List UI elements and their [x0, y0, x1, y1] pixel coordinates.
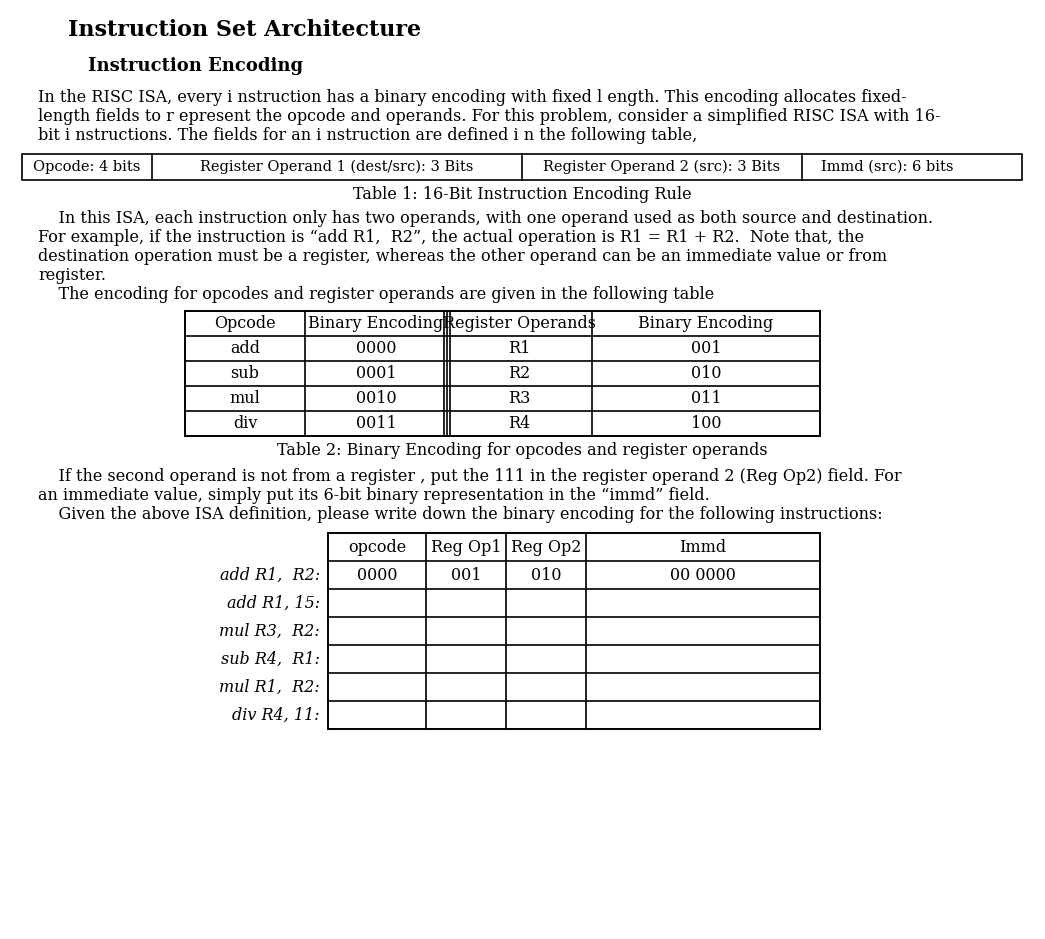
Text: Register Operand 1 (dest/src): 3 Bits: Register Operand 1 (dest/src): 3 Bits: [201, 160, 473, 175]
Text: In the RISC ISA, every i nstruction has a binary encoding with fixed l ength. Th: In the RISC ISA, every i nstruction has …: [38, 89, 907, 106]
Text: 0001: 0001: [355, 365, 396, 382]
Text: 010: 010: [531, 566, 561, 583]
Text: For example, if the instruction is “add R1,  R2”, the actual operation is R1 = R: For example, if the instruction is “add …: [38, 229, 864, 246]
Text: 010: 010: [691, 365, 721, 382]
Text: add: add: [230, 340, 260, 357]
Text: Immd: Immd: [679, 538, 726, 556]
Text: mul R1,  R2:: mul R1, R2:: [219, 679, 320, 696]
Text: R3: R3: [508, 390, 531, 407]
Bar: [185, 311, 820, 436]
Text: Table 1: 16-Bit Instruction Encoding Rule: Table 1: 16-Bit Instruction Encoding Rul…: [353, 186, 692, 203]
Text: Reg Op1: Reg Op1: [431, 538, 502, 556]
Text: Opcode: Opcode: [214, 315, 276, 332]
Text: 100: 100: [691, 415, 721, 432]
Text: The encoding for opcodes and register operands are given in the following table: The encoding for opcodes and register op…: [38, 286, 714, 303]
Text: R1: R1: [508, 340, 531, 357]
Text: div R4, 11:: div R4, 11:: [232, 706, 320, 724]
Text: R4: R4: [508, 415, 531, 432]
Text: R2: R2: [508, 365, 531, 382]
Text: Instruction Set Architecture: Instruction Set Architecture: [68, 19, 421, 41]
Text: Binary Encoding: Binary Encoding: [308, 315, 444, 332]
Text: destination operation must be a register, whereas the other operand can be an im: destination operation must be a register…: [38, 248, 887, 265]
Text: 0011: 0011: [355, 415, 396, 432]
Text: mul R3,  R2:: mul R3, R2:: [219, 623, 320, 639]
Text: Table 2: Binary Encoding for opcodes and register operands: Table 2: Binary Encoding for opcodes and…: [277, 442, 767, 459]
Text: Instruction Encoding: Instruction Encoding: [88, 57, 303, 75]
Text: In this ISA, each instruction only has two operands, with one operand used as bo: In this ISA, each instruction only has t…: [38, 210, 933, 227]
Text: register.: register.: [38, 267, 106, 284]
Text: div: div: [233, 415, 257, 432]
Text: 0000: 0000: [355, 340, 396, 357]
Text: 011: 011: [691, 390, 721, 407]
Text: sub: sub: [231, 365, 259, 382]
Text: If the second operand is not from a register , put the 111 in the register opera: If the second operand is not from a regi…: [38, 468, 902, 485]
Bar: [328, 533, 820, 729]
Text: Register Operands: Register Operands: [443, 315, 596, 332]
Text: mul: mul: [230, 390, 260, 407]
Text: 001: 001: [450, 566, 482, 583]
Text: 0010: 0010: [355, 390, 396, 407]
Text: length fields to r epresent the opcode and operands. For this problem, consider : length fields to r epresent the opcode a…: [38, 108, 940, 125]
Text: add R1, 15:: add R1, 15:: [227, 594, 320, 611]
Text: 00 0000: 00 0000: [670, 566, 736, 583]
Text: Reg Op2: Reg Op2: [511, 538, 581, 556]
Text: sub R4,  R1:: sub R4, R1:: [222, 651, 320, 668]
Text: 001: 001: [691, 340, 721, 357]
Text: Immd (src): 6 bits: Immd (src): 6 bits: [820, 160, 953, 174]
Bar: [22, 154, 1022, 180]
Text: Opcode: 4 bits: Opcode: 4 bits: [33, 160, 141, 174]
Text: Register Operand 2 (src): 3 Bits: Register Operand 2 (src): 3 Bits: [543, 160, 781, 175]
Text: Given the above ISA definition, please write down the binary encoding for the fo: Given the above ISA definition, please w…: [38, 506, 883, 523]
Text: Binary Encoding: Binary Encoding: [638, 315, 773, 332]
Text: bit i nstructions. The fields for an i nstruction are defined i n the following : bit i nstructions. The fields for an i n…: [38, 127, 697, 144]
Text: 0000: 0000: [356, 566, 397, 583]
Text: opcode: opcode: [348, 538, 407, 556]
Text: add R1,  R2:: add R1, R2:: [219, 566, 320, 583]
Text: an immediate value, simply put its 6-bit binary representation in the “immd” fie: an immediate value, simply put its 6-bit…: [38, 487, 710, 504]
